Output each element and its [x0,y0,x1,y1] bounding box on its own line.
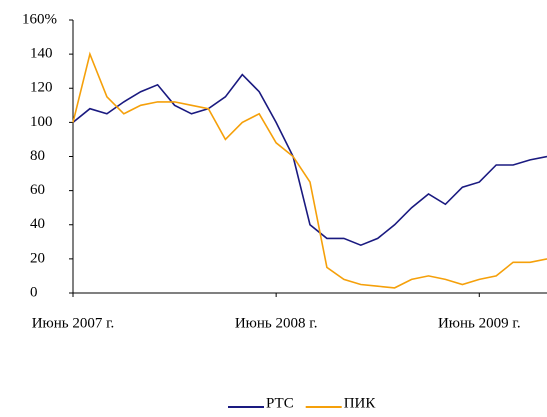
y-tick-label: 20 [30,250,45,266]
x-tick-label: Июнь 2007 г. [32,315,115,331]
y-tick-label: 140 [30,46,53,62]
y-tick-label: 60 [30,182,45,198]
x-tick-label: Июнь 2008 г. [235,315,318,331]
line-series [72,73,547,247]
x-tick-label: Июнь 2009 г. [438,315,521,331]
y-tick-label: 40 [30,216,45,232]
legend-label: РТС [266,395,294,411]
legend-label: ПИК [344,395,377,411]
y-tick-label: 120 [30,80,53,96]
y-tick-label: 0 [30,284,38,300]
y-tick-label: 100 [30,114,53,130]
y-tick-label: 160% [22,11,57,27]
line-series [72,51,547,289]
y-tick-label: 80 [30,148,45,164]
